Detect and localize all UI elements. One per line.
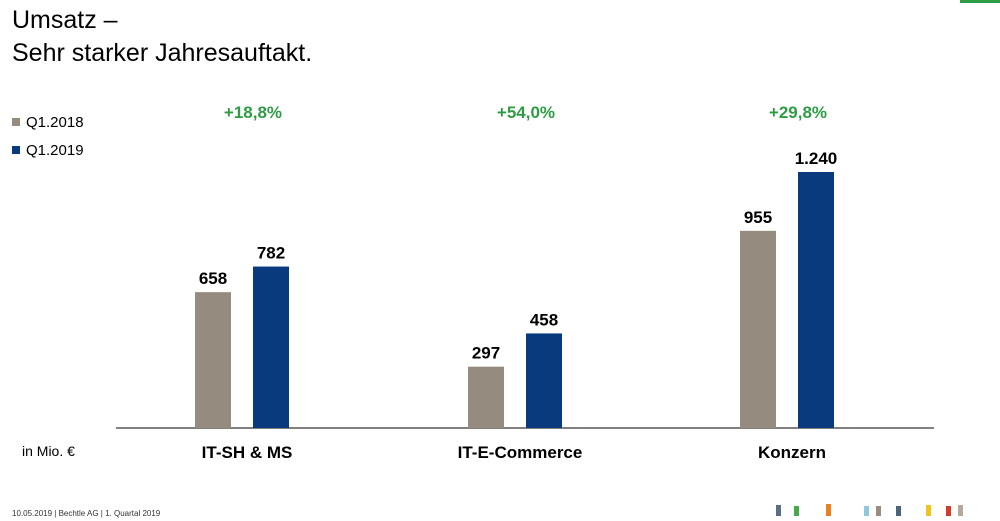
brand-mark [864, 506, 869, 516]
x-tick-label-konzern: Konzern [758, 443, 826, 462]
growth-label-it-e-commerce: +54,0% [497, 103, 555, 122]
brand-mark [794, 506, 799, 516]
data-label-it-sh-ms-q1-2018: 658 [199, 269, 227, 288]
x-tick-label-it-e-commerce: IT-E-Commerce [458, 443, 583, 462]
data-label-konzern-q1-2019: 1.240 [795, 149, 838, 168]
legend-item-q2019: Q1.2019 [12, 136, 84, 164]
brand-mark [896, 506, 901, 516]
title-line-2: Sehr starker Jahresauftakt. [12, 39, 313, 67]
bar-it-sh-ms-q1-2018 [195, 292, 231, 428]
legend-swatch-q2019 [12, 146, 20, 154]
brand-mark [826, 504, 831, 516]
brand-marks [776, 498, 986, 516]
legend-swatch-q2018 [12, 118, 20, 126]
brand-mark [958, 505, 963, 516]
growth-label-it-sh-ms: +18,8% [224, 103, 282, 122]
bar-konzern-q1-2018 [740, 230, 776, 428]
x-tick-label-it-sh-ms: IT-SH & MS [202, 443, 293, 462]
brand-mark [926, 505, 931, 516]
legend-label-q2019: Q1.2019 [26, 141, 84, 159]
brand-mark [946, 506, 951, 516]
legend-item-q2018: Q1.2018 [12, 108, 84, 136]
title-line-1: Umsatz – [12, 6, 118, 34]
data-label-konzern-q1-2018: 955 [744, 208, 772, 227]
bar-it-sh-ms-q1-2019 [253, 266, 289, 428]
bar-konzern-q1-2019 [798, 172, 834, 428]
data-label-it-e-commerce-q1-2019: 458 [530, 310, 558, 329]
bar-it-e-commerce-q1-2019 [526, 333, 562, 428]
bar-it-e-commerce-q1-2018 [468, 366, 504, 428]
brand-mark [876, 506, 881, 516]
unit-label: in Mio. € [22, 443, 75, 459]
data-label-it-sh-ms-q1-2019: 782 [257, 244, 285, 263]
growth-label-konzern: +29,8% [769, 103, 827, 122]
brand-mark [776, 505, 781, 516]
legend: Q1.2018 Q1.2019 [12, 108, 84, 164]
footer-text: 10.05.2019 | Bechtle AG | 1. Quartal 201… [12, 509, 161, 518]
page-title: Umsatz – Sehr starker Jahresauftakt. [12, 4, 312, 70]
top-accent-bar [960, 0, 1000, 3]
legend-label-q2018: Q1.2018 [26, 113, 84, 131]
data-label-it-e-commerce-q1-2018: 297 [472, 344, 500, 363]
